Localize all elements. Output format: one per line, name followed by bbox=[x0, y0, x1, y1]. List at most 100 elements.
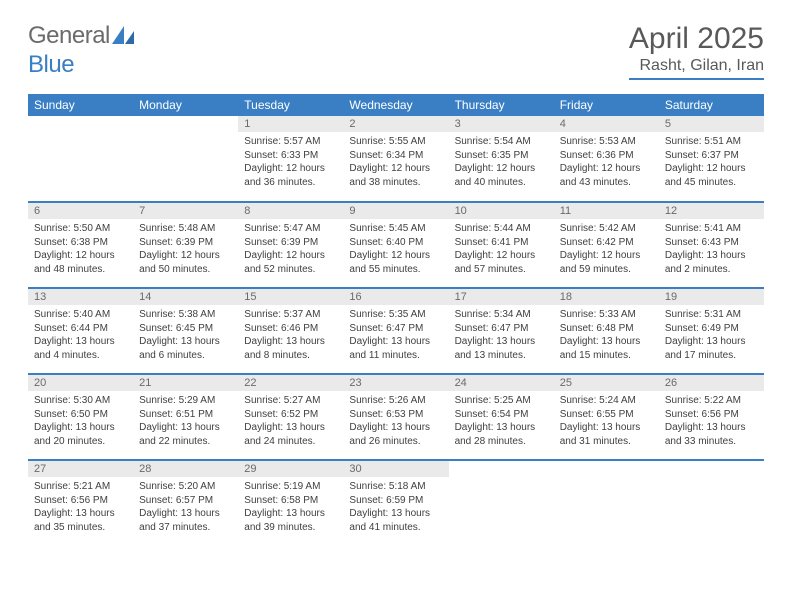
day-number: 16 bbox=[343, 289, 448, 305]
weekday-header: Monday bbox=[133, 94, 238, 116]
day-number: 14 bbox=[133, 289, 238, 305]
calendar-cell: .. bbox=[449, 460, 554, 546]
calendar-body: ....1Sunrise: 5:57 AMSunset: 6:33 PMDayl… bbox=[28, 116, 764, 546]
calendar-cell: 14Sunrise: 5:38 AMSunset: 6:45 PMDayligh… bbox=[133, 288, 238, 374]
calendar-cell: 10Sunrise: 5:44 AMSunset: 6:41 PMDayligh… bbox=[449, 202, 554, 288]
day-details: Sunrise: 5:53 AMSunset: 6:36 PMDaylight:… bbox=[554, 132, 659, 193]
day-number: 8 bbox=[238, 203, 343, 219]
day-details: Sunrise: 5:37 AMSunset: 6:46 PMDaylight:… bbox=[238, 305, 343, 366]
calendar-cell: 17Sunrise: 5:34 AMSunset: 6:47 PMDayligh… bbox=[449, 288, 554, 374]
calendar-cell: 28Sunrise: 5:20 AMSunset: 6:57 PMDayligh… bbox=[133, 460, 238, 546]
calendar-cell: 30Sunrise: 5:18 AMSunset: 6:59 PMDayligh… bbox=[343, 460, 448, 546]
day-number: 1 bbox=[238, 116, 343, 132]
calendar-cell: 21Sunrise: 5:29 AMSunset: 6:51 PMDayligh… bbox=[133, 374, 238, 460]
day-number: 3 bbox=[449, 116, 554, 132]
calendar-cell: 19Sunrise: 5:31 AMSunset: 6:49 PMDayligh… bbox=[659, 288, 764, 374]
day-number: 4 bbox=[554, 116, 659, 132]
day-details: Sunrise: 5:38 AMSunset: 6:45 PMDaylight:… bbox=[133, 305, 238, 366]
brand-text: GeneralBlue bbox=[28, 22, 134, 79]
calendar-cell: 2Sunrise: 5:55 AMSunset: 6:34 PMDaylight… bbox=[343, 116, 448, 202]
header: GeneralBlue April 2025 Rasht, Gilan, Ira… bbox=[28, 22, 764, 80]
calendar-cell: 1Sunrise: 5:57 AMSunset: 6:33 PMDaylight… bbox=[238, 116, 343, 202]
calendar-cell: 27Sunrise: 5:21 AMSunset: 6:56 PMDayligh… bbox=[28, 460, 133, 546]
weekday-header: Friday bbox=[554, 94, 659, 116]
day-number: 22 bbox=[238, 375, 343, 391]
title-block: April 2025 Rasht, Gilan, Iran bbox=[629, 22, 764, 80]
brand-logo: GeneralBlue bbox=[28, 22, 134, 79]
calendar-cell: 23Sunrise: 5:26 AMSunset: 6:53 PMDayligh… bbox=[343, 374, 448, 460]
weekday-header: Saturday bbox=[659, 94, 764, 116]
day-details: Sunrise: 5:31 AMSunset: 6:49 PMDaylight:… bbox=[659, 305, 764, 366]
day-number: 21 bbox=[133, 375, 238, 391]
calendar-week-row: 27Sunrise: 5:21 AMSunset: 6:56 PMDayligh… bbox=[28, 460, 764, 546]
calendar-cell: .. bbox=[28, 116, 133, 202]
day-details: Sunrise: 5:25 AMSunset: 6:54 PMDaylight:… bbox=[449, 391, 554, 452]
day-number: 13 bbox=[28, 289, 133, 305]
brand-part2: Blue bbox=[28, 51, 74, 78]
day-details: Sunrise: 5:57 AMSunset: 6:33 PMDaylight:… bbox=[238, 132, 343, 193]
calendar-cell: 7Sunrise: 5:48 AMSunset: 6:39 PMDaylight… bbox=[133, 202, 238, 288]
calendar-cell: 29Sunrise: 5:19 AMSunset: 6:58 PMDayligh… bbox=[238, 460, 343, 546]
calendar-cell: 18Sunrise: 5:33 AMSunset: 6:48 PMDayligh… bbox=[554, 288, 659, 374]
calendar-cell: .. bbox=[133, 116, 238, 202]
calendar-cell: 4Sunrise: 5:53 AMSunset: 6:36 PMDaylight… bbox=[554, 116, 659, 202]
day-details: Sunrise: 5:51 AMSunset: 6:37 PMDaylight:… bbox=[659, 132, 764, 193]
day-details: Sunrise: 5:19 AMSunset: 6:58 PMDaylight:… bbox=[238, 477, 343, 538]
calendar-cell: .. bbox=[659, 460, 764, 546]
calendar-cell: 16Sunrise: 5:35 AMSunset: 6:47 PMDayligh… bbox=[343, 288, 448, 374]
day-details: Sunrise: 5:26 AMSunset: 6:53 PMDaylight:… bbox=[343, 391, 448, 452]
day-number: 11 bbox=[554, 203, 659, 219]
day-details: Sunrise: 5:18 AMSunset: 6:59 PMDaylight:… bbox=[343, 477, 448, 538]
day-details: Sunrise: 5:47 AMSunset: 6:39 PMDaylight:… bbox=[238, 219, 343, 280]
month-title: April 2025 bbox=[629, 22, 764, 55]
day-details: Sunrise: 5:48 AMSunset: 6:39 PMDaylight:… bbox=[133, 219, 238, 280]
day-number: 27 bbox=[28, 461, 133, 477]
day-number: 9 bbox=[343, 203, 448, 219]
logo-sail-icon bbox=[112, 23, 134, 51]
day-details: Sunrise: 5:44 AMSunset: 6:41 PMDaylight:… bbox=[449, 219, 554, 280]
calendar-cell: 11Sunrise: 5:42 AMSunset: 6:42 PMDayligh… bbox=[554, 202, 659, 288]
day-details: Sunrise: 5:30 AMSunset: 6:50 PMDaylight:… bbox=[28, 391, 133, 452]
day-number: 24 bbox=[449, 375, 554, 391]
day-details: Sunrise: 5:34 AMSunset: 6:47 PMDaylight:… bbox=[449, 305, 554, 366]
calendar-week-row: ....1Sunrise: 5:57 AMSunset: 6:33 PMDayl… bbox=[28, 116, 764, 202]
calendar-cell: 24Sunrise: 5:25 AMSunset: 6:54 PMDayligh… bbox=[449, 374, 554, 460]
calendar-week-row: 13Sunrise: 5:40 AMSunset: 6:44 PMDayligh… bbox=[28, 288, 764, 374]
calendar-cell: 8Sunrise: 5:47 AMSunset: 6:39 PMDaylight… bbox=[238, 202, 343, 288]
day-number: 7 bbox=[133, 203, 238, 219]
calendar-page: GeneralBlue April 2025 Rasht, Gilan, Ira… bbox=[0, 0, 792, 566]
day-number: 23 bbox=[343, 375, 448, 391]
day-details: Sunrise: 5:55 AMSunset: 6:34 PMDaylight:… bbox=[343, 132, 448, 193]
day-number: 19 bbox=[659, 289, 764, 305]
day-number: 6 bbox=[28, 203, 133, 219]
day-details: Sunrise: 5:50 AMSunset: 6:38 PMDaylight:… bbox=[28, 219, 133, 280]
day-number: 5 bbox=[659, 116, 764, 132]
day-number: 20 bbox=[28, 375, 133, 391]
calendar-cell: .. bbox=[554, 460, 659, 546]
brand-part1: General bbox=[28, 22, 110, 49]
calendar-table: SundayMondayTuesdayWednesdayThursdayFrid… bbox=[28, 94, 764, 546]
day-number: 29 bbox=[238, 461, 343, 477]
calendar-cell: 12Sunrise: 5:41 AMSunset: 6:43 PMDayligh… bbox=[659, 202, 764, 288]
day-details: Sunrise: 5:27 AMSunset: 6:52 PMDaylight:… bbox=[238, 391, 343, 452]
day-details: Sunrise: 5:33 AMSunset: 6:48 PMDaylight:… bbox=[554, 305, 659, 366]
day-details: Sunrise: 5:41 AMSunset: 6:43 PMDaylight:… bbox=[659, 219, 764, 280]
calendar-cell: 13Sunrise: 5:40 AMSunset: 6:44 PMDayligh… bbox=[28, 288, 133, 374]
day-details: Sunrise: 5:21 AMSunset: 6:56 PMDaylight:… bbox=[28, 477, 133, 538]
calendar-week-row: 6Sunrise: 5:50 AMSunset: 6:38 PMDaylight… bbox=[28, 202, 764, 288]
calendar-cell: 15Sunrise: 5:37 AMSunset: 6:46 PMDayligh… bbox=[238, 288, 343, 374]
day-details: Sunrise: 5:42 AMSunset: 6:42 PMDaylight:… bbox=[554, 219, 659, 280]
weekday-header-row: SundayMondayTuesdayWednesdayThursdayFrid… bbox=[28, 94, 764, 116]
day-number: 12 bbox=[659, 203, 764, 219]
weekday-header: Wednesday bbox=[343, 94, 448, 116]
day-number: 25 bbox=[554, 375, 659, 391]
weekday-header: Tuesday bbox=[238, 94, 343, 116]
location-label: Rasht, Gilan, Iran bbox=[629, 57, 764, 80]
calendar-cell: 5Sunrise: 5:51 AMSunset: 6:37 PMDaylight… bbox=[659, 116, 764, 202]
calendar-cell: 20Sunrise: 5:30 AMSunset: 6:50 PMDayligh… bbox=[28, 374, 133, 460]
weekday-header: Sunday bbox=[28, 94, 133, 116]
calendar-cell: 3Sunrise: 5:54 AMSunset: 6:35 PMDaylight… bbox=[449, 116, 554, 202]
calendar-cell: 22Sunrise: 5:27 AMSunset: 6:52 PMDayligh… bbox=[238, 374, 343, 460]
day-number: 26 bbox=[659, 375, 764, 391]
weekday-header: Thursday bbox=[449, 94, 554, 116]
